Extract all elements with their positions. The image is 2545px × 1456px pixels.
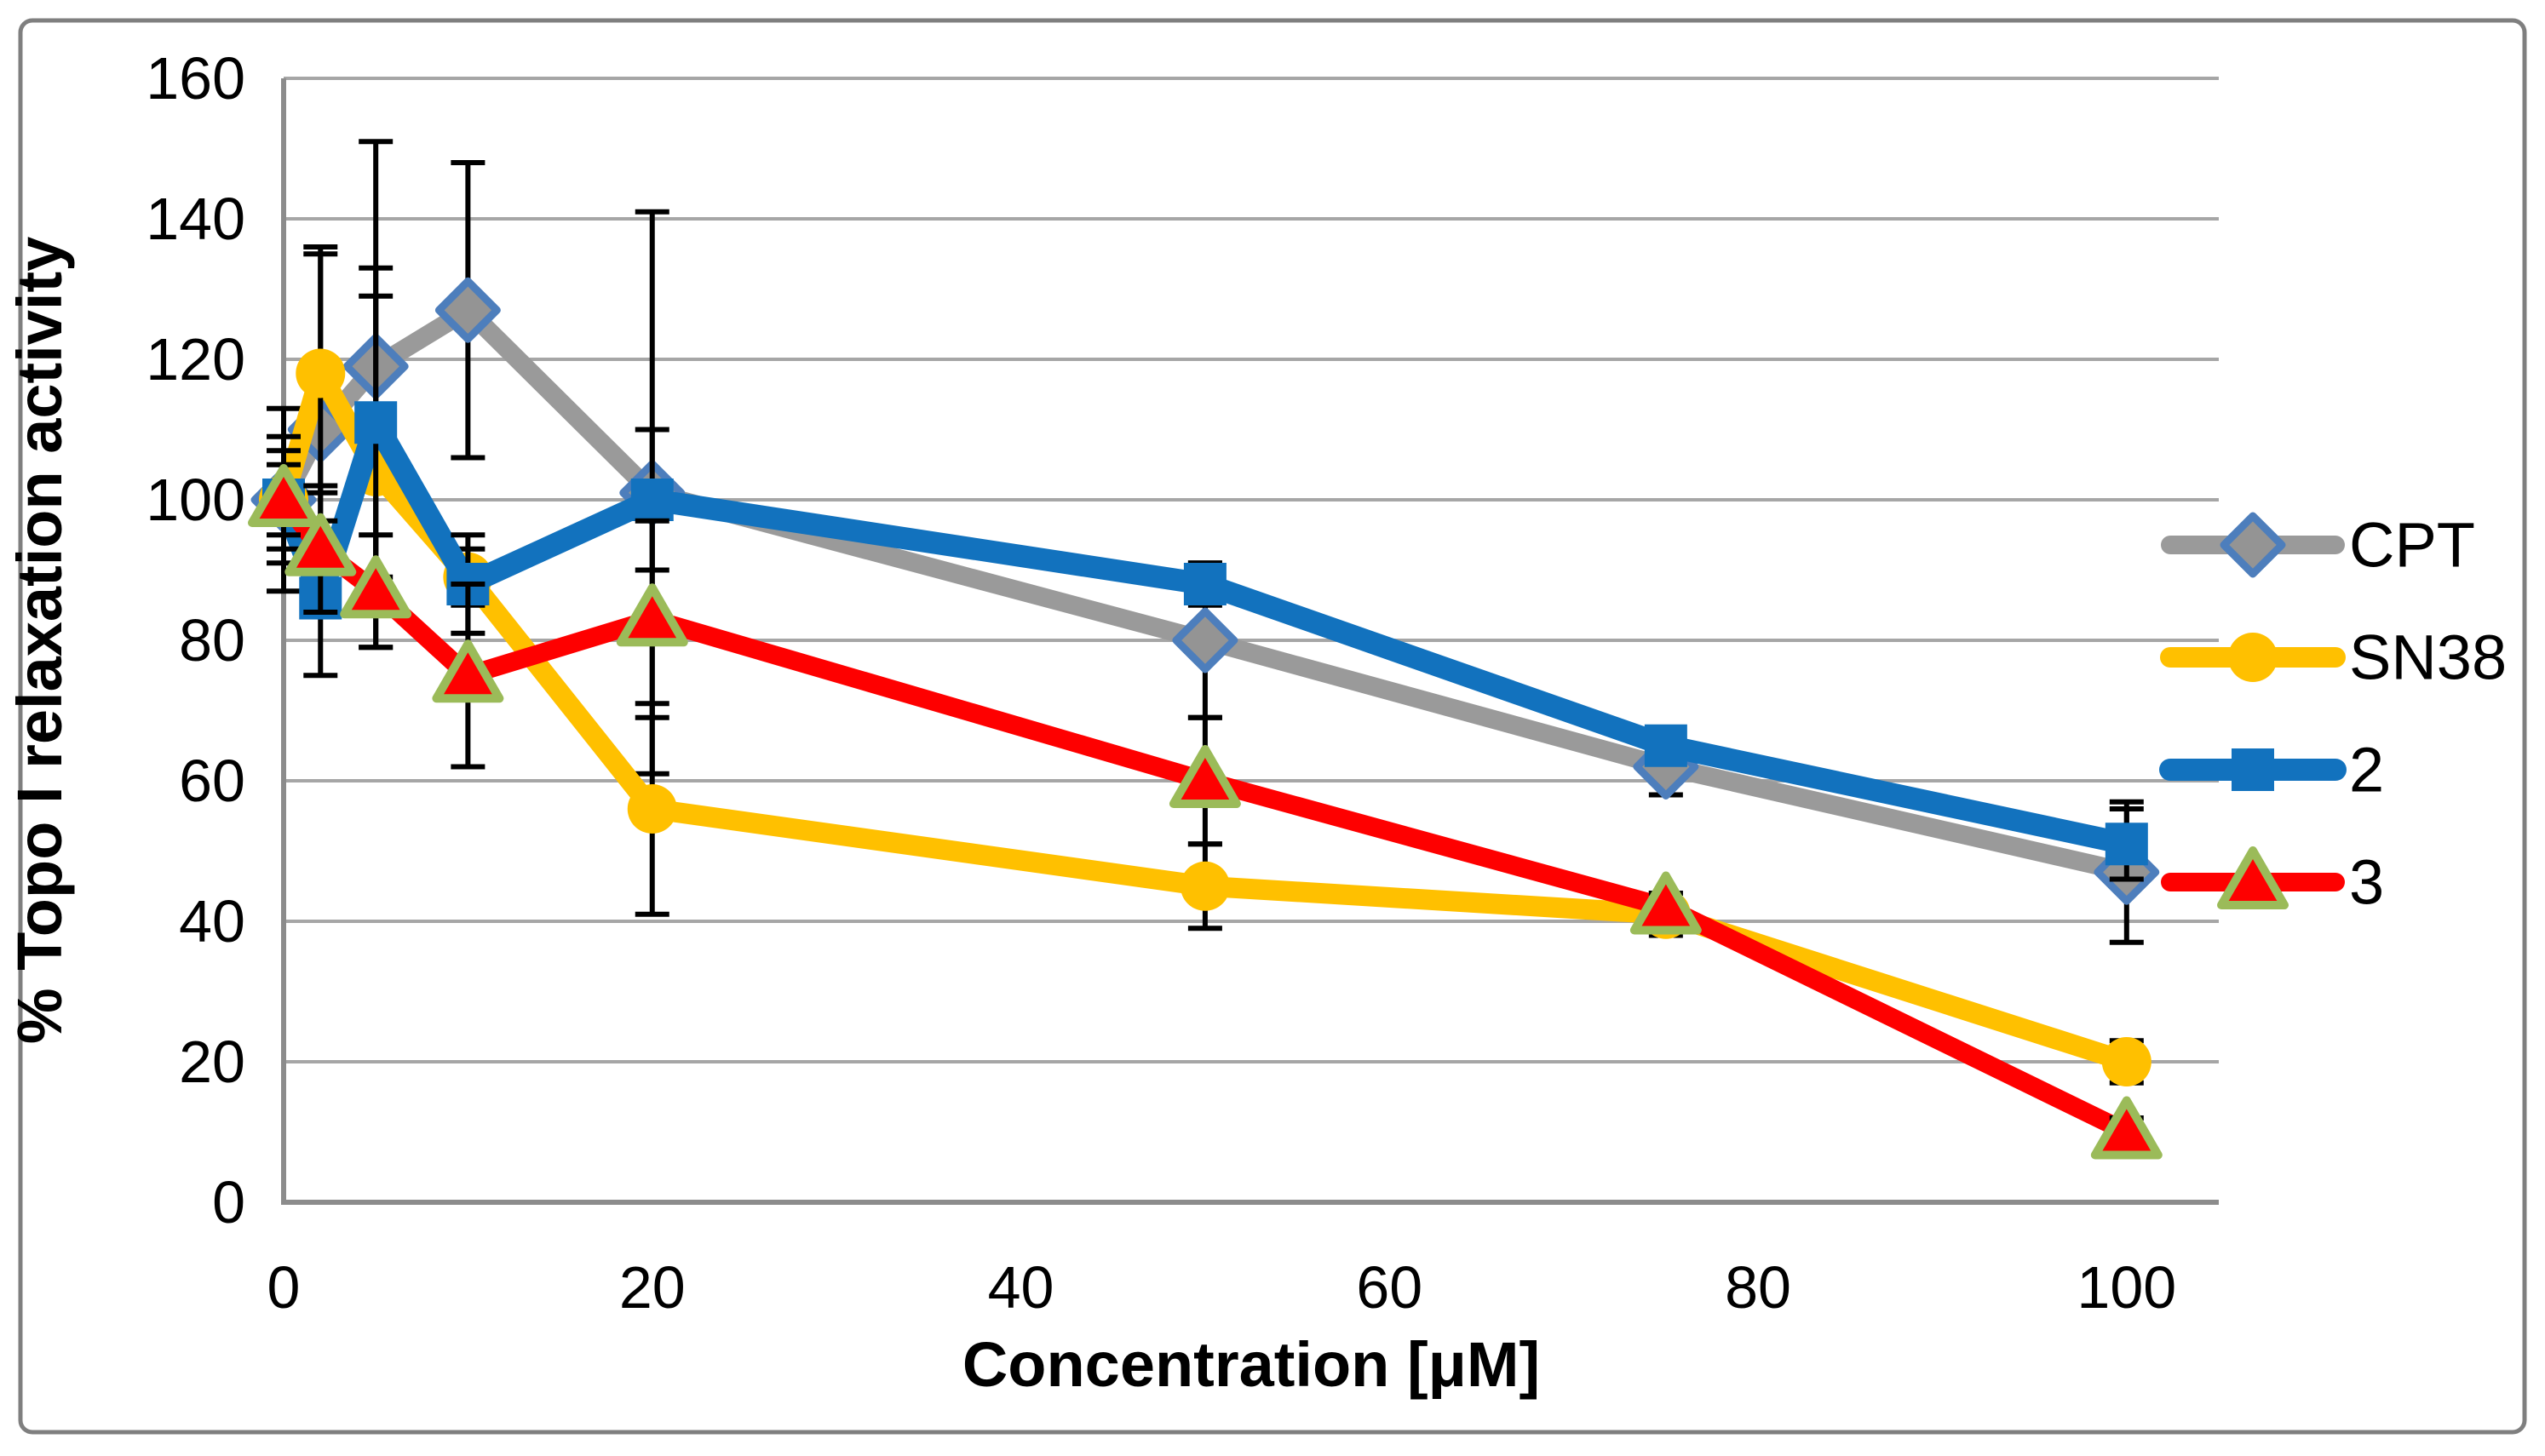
y-tick-label-120: 120: [146, 326, 245, 393]
legend-item-CPT: CPT: [2161, 510, 2475, 581]
marker-2-100: [2105, 823, 2148, 866]
legend-label-3: 3: [2349, 847, 2384, 918]
figure-border: [18, 18, 2527, 1435]
marker-SN38-2: [296, 348, 346, 398]
legend-item-2: 2: [2159, 735, 2384, 805]
legend-marker-3: [2217, 846, 2289, 909]
legend-label-SN38: SN38: [2349, 622, 2507, 693]
marker-3-75: [1629, 871, 1702, 935]
legend-label-CPT: CPT: [2349, 510, 2475, 581]
legend-marker-CPT: [2220, 512, 2286, 578]
y-tick-label-60: 60: [179, 748, 245, 814]
legend-marker-2: [2232, 748, 2274, 791]
axes: [281, 78, 2219, 1205]
y-tick-label-80: 80: [179, 607, 245, 674]
marker-2-5: [354, 401, 398, 444]
marker-2-75: [1644, 724, 1687, 767]
marker-SN38-100: [2101, 1037, 2151, 1086]
marker-3-0: [248, 464, 319, 527]
y-tick-label-140: 140: [146, 186, 245, 252]
tick-labels: 0 20 40 60 80 100 120 140 160 0 20 40 60 80 100: [146, 45, 2176, 1321]
legend-marker-SN38: [2228, 633, 2278, 682]
marker-2-50: [1183, 563, 1227, 605]
y-tick-label-100: 100: [146, 467, 245, 533]
marker-3-20: [616, 583, 688, 647]
x-tick-label-40: 40: [988, 1254, 1054, 1321]
markers-3: [248, 464, 2163, 1160]
x-tick-label-0: 0: [267, 1254, 301, 1321]
marker-SN38-20: [627, 784, 677, 834]
x-axis-title: Concentration [μM]: [962, 1329, 1540, 1400]
legend-item-3: 3: [2161, 846, 2384, 918]
marker-CPT-50: [1172, 607, 1238, 674]
marker-SN38-50: [1180, 861, 1230, 911]
marker-CPT-10: [434, 277, 501, 343]
marker-3-50: [1169, 745, 1241, 808]
x-tick-label-20: 20: [619, 1254, 686, 1321]
marker-3-5: [340, 555, 412, 619]
x-tick-label-100: 100: [2077, 1254, 2176, 1321]
marker-3-2: [284, 513, 357, 576]
y-tick-label-0: 0: [212, 1169, 245, 1235]
series-layer: [248, 139, 2163, 1160]
marker-2-20: [630, 479, 674, 521]
y-tick-label-160: 160: [146, 45, 245, 112]
y-tick-label-20: 20: [179, 1029, 245, 1095]
legend-label-2: 2: [2349, 735, 2384, 805]
series-3: [248, 461, 2163, 1160]
x-tick-label-80: 80: [1725, 1254, 1791, 1321]
y-axis-title: % Topo I relaxation activity: [4, 237, 75, 1045]
legend-item-SN38: SN38: [2160, 622, 2507, 693]
y-tick-label-40: 40: [179, 888, 245, 954]
x-tick-label-60: 60: [1356, 1254, 1422, 1321]
gridlines: [284, 77, 2219, 1063]
marker-3-10: [432, 639, 504, 703]
marker-3-100: [2090, 1096, 2163, 1160]
legend: CPT SN38 2 3: [2159, 510, 2507, 918]
